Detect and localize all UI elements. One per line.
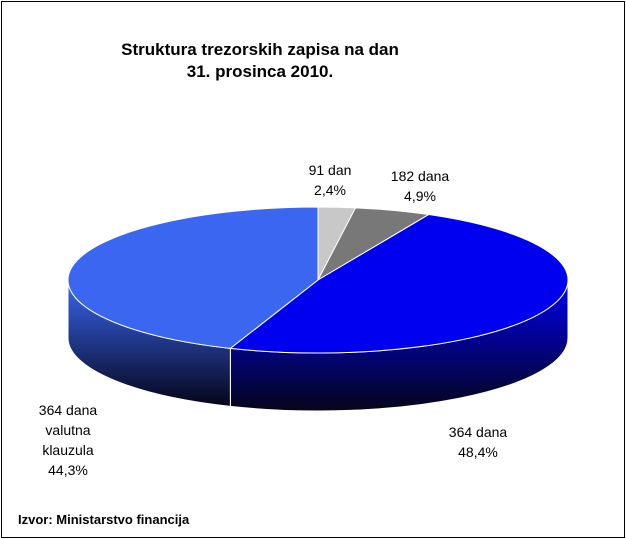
slice-label: 364 dana 48,4% [433, 422, 523, 462]
chart-title: 31. prosinca 2010. [186, 62, 334, 81]
category-label: 91 dan [308, 162, 352, 178]
slice [229, 214, 569, 354]
category-label: 364 dana valutna klauzula [38, 402, 98, 458]
chart-title: Struktura trezorskih zapisa na dan [121, 40, 399, 59]
source-note: Izvor: Ministarstvo financija [18, 512, 190, 527]
value-label: 2,4% [314, 182, 346, 198]
slice-label: 91 dan 2,4% [285, 160, 375, 200]
slice-label: 182 dana 4,9% [375, 166, 465, 206]
category-label: 182 dana [390, 168, 450, 184]
slice-label: 364 dana valutna klauzula 44,3% [22, 400, 114, 480]
slice [67, 206, 319, 349]
value-label: 48,4% [458, 444, 498, 460]
category-label: 364 dana [448, 424, 508, 440]
value-label: 4,9% [404, 188, 436, 204]
value-label: 44,3% [48, 462, 88, 478]
